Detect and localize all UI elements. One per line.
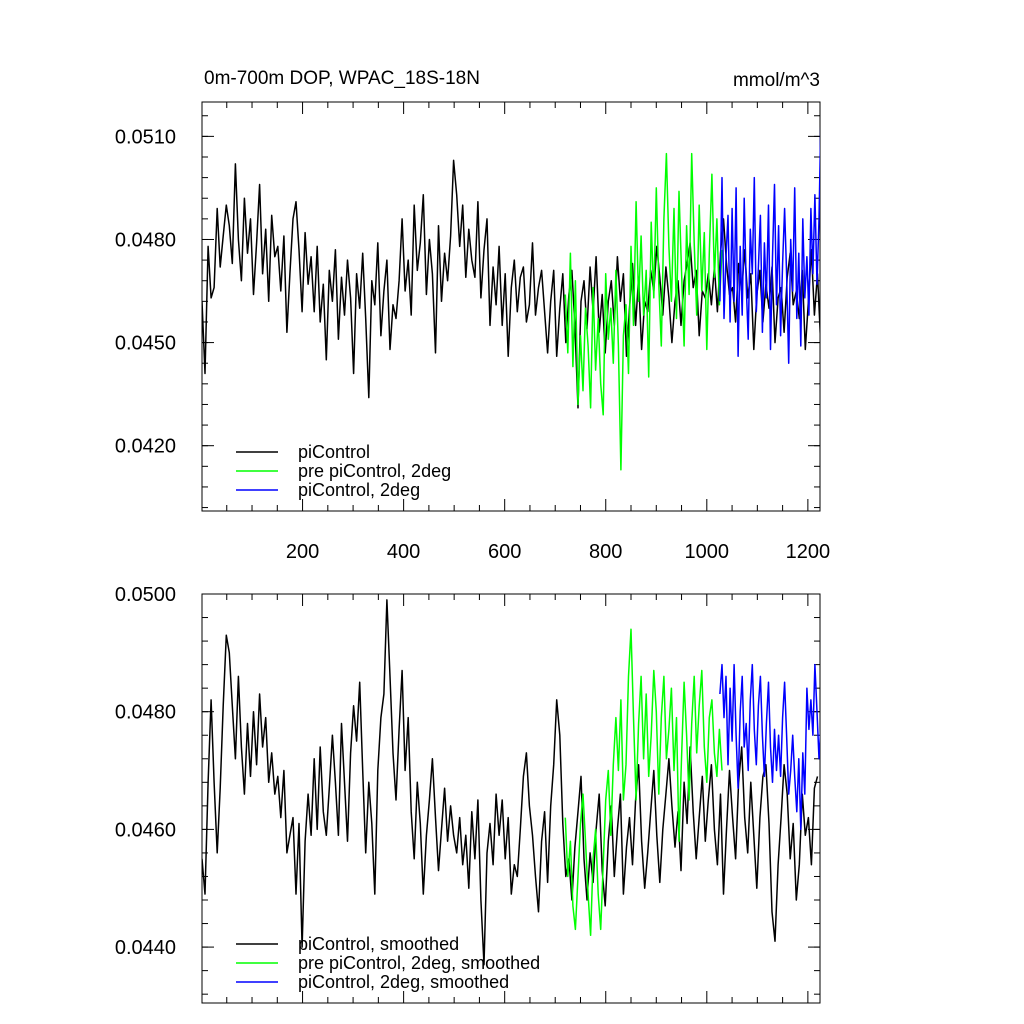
legend-label: piControl, smoothed (298, 934, 459, 954)
y-tick-label: 0.0450 (115, 333, 176, 355)
panel-title: 0m-700m DOP, WPAC_18S-18N (204, 68, 480, 89)
units-label: mmol/m^3 (733, 70, 820, 91)
x-tick-label: 400 (387, 541, 420, 563)
plot-frame (201, 593, 821, 1004)
bottom-panel: 0.0440 0.0460 0.0480 0.0500 piControl, smoot… (115, 584, 821, 1004)
legend-label: piControl, 2deg, smoothed (298, 972, 509, 992)
series-line (202, 599, 819, 966)
series-line (564, 628, 723, 937)
x-tick-label: 200 (286, 541, 319, 563)
series-line (719, 663, 820, 831)
legend-label: pre piControl, 2deg (298, 461, 451, 481)
x-tick-label: 600 (488, 541, 521, 563)
y-tick-label: 0.0510 (115, 126, 176, 148)
y-tick-label: 0.0500 (115, 584, 176, 606)
y-tick-label: 0.0460 (115, 819, 176, 841)
y-tick-label: 0.0480 (115, 229, 176, 251)
x-tick-label: 1000 (685, 541, 730, 563)
legend-label: piControl (298, 442, 370, 462)
series-line (719, 125, 820, 364)
series-line (564, 152, 723, 471)
y-tick-label: 0.0440 (115, 937, 176, 959)
top-panel: 0m-700m DOP, WPAC_18S-18N mmol/m^3 0.042… (115, 68, 831, 563)
x-tick-label: 1200 (786, 541, 831, 563)
y-tick-label: 0.0480 (115, 702, 176, 724)
series-line (202, 159, 820, 409)
legend-label: pre piControl, 2deg, smoothed (298, 953, 540, 973)
legend-label: piControl, 2deg (298, 480, 420, 500)
x-tick-label: 800 (589, 541, 622, 563)
y-tick-label: 0.0420 (115, 436, 176, 458)
